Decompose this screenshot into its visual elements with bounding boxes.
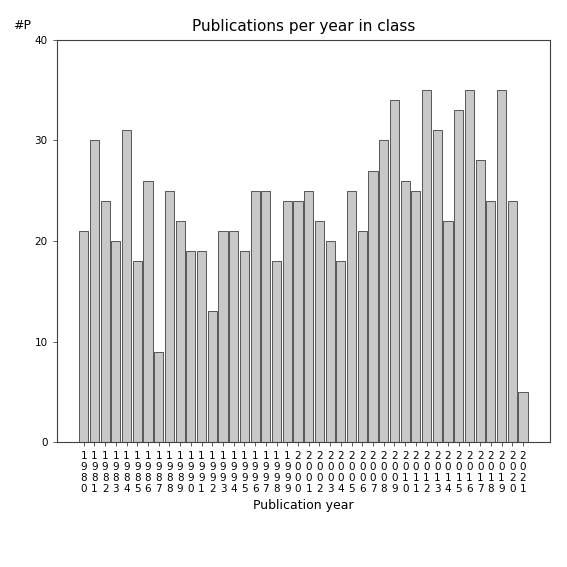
Bar — [261, 191, 270, 442]
Bar — [272, 261, 281, 442]
Bar — [283, 201, 292, 442]
Bar — [208, 311, 217, 442]
X-axis label: Publication year: Publication year — [253, 499, 354, 512]
Bar — [507, 201, 517, 442]
Bar — [315, 221, 324, 442]
Bar — [401, 180, 410, 442]
Bar — [176, 221, 185, 442]
Y-axis label: #P: #P — [13, 19, 31, 32]
Bar — [390, 100, 399, 442]
Bar — [465, 90, 474, 442]
Title: Publications per year in class: Publications per year in class — [192, 19, 415, 35]
Bar — [379, 141, 388, 442]
Bar — [90, 141, 99, 442]
Bar — [229, 231, 238, 442]
Bar — [100, 201, 109, 442]
Bar — [369, 171, 378, 442]
Bar — [154, 352, 163, 442]
Bar — [143, 180, 153, 442]
Bar — [358, 231, 367, 442]
Bar — [197, 251, 206, 442]
Bar — [454, 110, 463, 442]
Bar — [433, 130, 442, 442]
Bar — [294, 201, 303, 442]
Bar — [79, 231, 88, 442]
Bar — [497, 90, 506, 442]
Bar — [122, 130, 131, 442]
Bar — [111, 241, 120, 442]
Bar — [518, 392, 527, 442]
Bar — [476, 160, 485, 442]
Bar — [443, 221, 452, 442]
Bar — [347, 191, 356, 442]
Bar — [187, 251, 196, 442]
Bar — [165, 191, 174, 442]
Bar — [133, 261, 142, 442]
Bar — [304, 191, 313, 442]
Bar — [336, 261, 345, 442]
Bar — [325, 241, 335, 442]
Bar — [218, 231, 227, 442]
Bar — [422, 90, 431, 442]
Bar — [411, 191, 420, 442]
Bar — [240, 251, 249, 442]
Bar — [486, 201, 496, 442]
Bar — [251, 191, 260, 442]
